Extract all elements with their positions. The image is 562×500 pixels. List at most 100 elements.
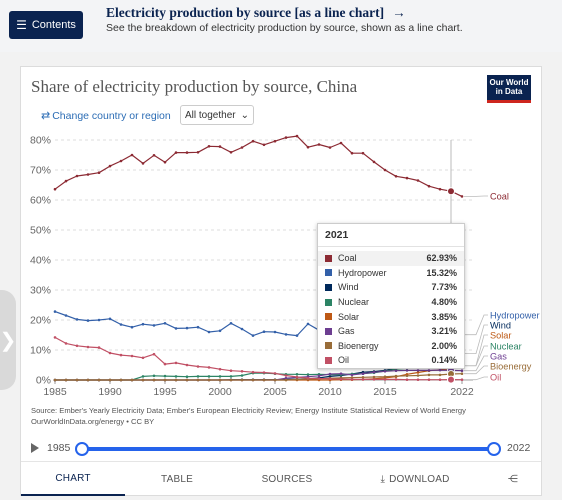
data-point bbox=[460, 369, 464, 373]
legend-swatch bbox=[325, 254, 332, 262]
data-point bbox=[405, 369, 409, 372]
data-point bbox=[273, 378, 277, 382]
data-point bbox=[328, 375, 332, 378]
data-point bbox=[383, 168, 387, 172]
tab-table[interactable]: TABLE bbox=[161, 473, 193, 485]
series-label: Gas bbox=[490, 352, 507, 362]
arrow-right-icon: → bbox=[392, 5, 406, 20]
y-tick-label: 60% bbox=[30, 195, 51, 207]
related-chart-link[interactable]: Electricity production by source [as a l… bbox=[106, 5, 406, 21]
data-point bbox=[86, 173, 90, 176]
data-point bbox=[295, 375, 299, 379]
data-point bbox=[273, 330, 277, 334]
data-point bbox=[361, 151, 365, 155]
data-point bbox=[273, 139, 277, 143]
data-point bbox=[53, 310, 57, 313]
legend-swatch bbox=[325, 283, 332, 291]
data-point bbox=[185, 378, 189, 382]
owid-logo[interactable]: Our World in Data bbox=[487, 75, 531, 103]
data-point bbox=[328, 146, 332, 149]
data-point bbox=[273, 372, 277, 375]
label-connector bbox=[464, 365, 488, 375]
chevron-right-icon: ❯ bbox=[0, 329, 17, 352]
timeline-start-handle[interactable] bbox=[75, 442, 89, 456]
data-point bbox=[383, 378, 387, 381]
data-point bbox=[174, 151, 178, 154]
series-line bbox=[54, 336, 463, 381]
data-point bbox=[119, 323, 123, 326]
stack-mode-dropdown[interactable]: All together ⌄ bbox=[180, 105, 254, 125]
series-coal: Coal bbox=[53, 134, 509, 202]
tab-sources[interactable]: SOURCES bbox=[261, 473, 313, 485]
data-point bbox=[229, 322, 233, 325]
data-point bbox=[416, 378, 420, 382]
data-point bbox=[53, 378, 57, 382]
tab-chart[interactable]: CHART bbox=[21, 462, 125, 496]
timeline-end-label: 2022 bbox=[507, 442, 531, 454]
data-point bbox=[207, 366, 211, 369]
data-point bbox=[306, 322, 310, 326]
download-icon: ⤓ bbox=[380, 473, 386, 485]
related-chart-subtitle: See the breakdown of electricity product… bbox=[106, 22, 463, 34]
x-tick-label: 1990 bbox=[98, 386, 122, 397]
data-point bbox=[372, 378, 376, 381]
data-point bbox=[427, 369, 431, 372]
data-point bbox=[262, 378, 266, 382]
data-point bbox=[229, 369, 233, 373]
data-point bbox=[75, 344, 79, 348]
share-button[interactable]: ⋲ bbox=[485, 462, 541, 496]
sidebar-toggle[interactable]: ❯ bbox=[0, 290, 16, 390]
legend-swatch bbox=[325, 269, 332, 277]
hover-marker bbox=[447, 187, 455, 196]
tooltip-row: Oil 0.14% bbox=[318, 353, 464, 368]
data-point bbox=[163, 322, 167, 325]
label-connector bbox=[464, 355, 488, 372]
data-point bbox=[196, 151, 200, 154]
data-point bbox=[196, 325, 200, 329]
label-connector bbox=[464, 314, 488, 336]
timeline-start-label: 1985 bbox=[47, 442, 71, 454]
chevron-down-icon: ⌄ bbox=[240, 109, 249, 121]
tooltip-series-name: Hydropower bbox=[338, 267, 387, 278]
data-point bbox=[350, 373, 354, 377]
data-point bbox=[130, 153, 134, 157]
data-point bbox=[416, 369, 420, 372]
data-point bbox=[174, 361, 178, 365]
data-point bbox=[306, 373, 310, 376]
data-point bbox=[405, 378, 409, 382]
data-point bbox=[86, 319, 90, 322]
data-point bbox=[207, 375, 211, 378]
contents-button[interactable]: ☰ Contents bbox=[9, 11, 83, 39]
data-point bbox=[317, 377, 321, 380]
data-point bbox=[119, 159, 123, 163]
swap-arrows-icon: ⇄ bbox=[41, 110, 51, 122]
x-tick-label: 2015 bbox=[373, 386, 397, 397]
tooltip-series-value: 7.73% bbox=[431, 282, 457, 293]
data-point bbox=[416, 374, 420, 377]
data-point bbox=[361, 372, 365, 376]
change-country-button[interactable]: ⇄ Change country or region bbox=[41, 109, 171, 122]
tooltip-series-name: Wind bbox=[338, 282, 359, 293]
series-label: Oil bbox=[490, 373, 501, 383]
data-point bbox=[460, 378, 464, 382]
y-tick-label: 50% bbox=[30, 225, 51, 237]
data-point bbox=[295, 334, 299, 337]
data-point bbox=[108, 378, 112, 382]
play-icon[interactable] bbox=[31, 443, 39, 453]
data-point bbox=[361, 376, 365, 379]
data-point bbox=[229, 378, 233, 382]
y-tick-label: 0% bbox=[36, 375, 51, 387]
data-point bbox=[251, 139, 255, 143]
timeline-track[interactable] bbox=[82, 447, 494, 451]
chart-title: Share of electricity production by sourc… bbox=[31, 77, 358, 96]
logo-line-1: Our World bbox=[489, 78, 529, 87]
data-point bbox=[152, 154, 156, 157]
data-point bbox=[416, 179, 420, 182]
tooltip-series-value: 0.14% bbox=[431, 355, 457, 366]
data-point bbox=[64, 179, 68, 183]
data-point bbox=[130, 378, 134, 382]
data-point bbox=[240, 374, 244, 377]
timeline-end-handle[interactable] bbox=[487, 442, 501, 456]
tab-download[interactable]: ⤓ DOWNLOAD bbox=[345, 462, 485, 496]
series-label: Solar bbox=[490, 331, 511, 341]
